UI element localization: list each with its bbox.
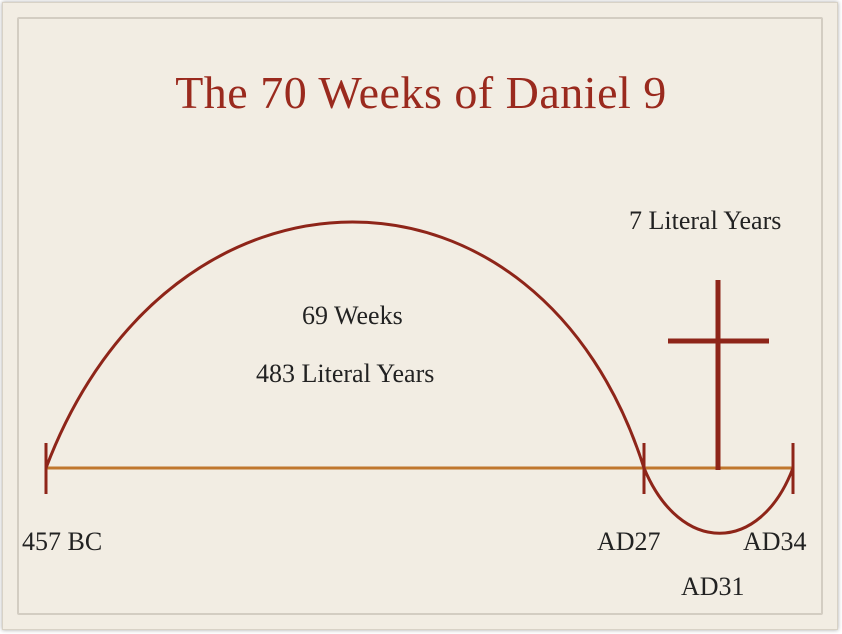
label-457-bc: 457 BC (22, 527, 103, 556)
label-ad27: AD27 (597, 527, 661, 556)
label-69-weeks: 69 Weeks (302, 301, 403, 330)
slide-title: The 70 Weeks of Daniel 9 (175, 67, 667, 118)
label-483-literal-years: 483 Literal Years (256, 359, 435, 388)
sixty-nine-weeks-arc (44, 220, 646, 469)
label-ad34: AD34 (743, 527, 807, 556)
label-ad31: AD31 (681, 572, 745, 601)
slide-border (17, 17, 823, 615)
cross-icon (668, 280, 769, 470)
label-seven-literal-years: 7 Literal Years (629, 206, 782, 235)
final-week-arc (642, 467, 795, 535)
